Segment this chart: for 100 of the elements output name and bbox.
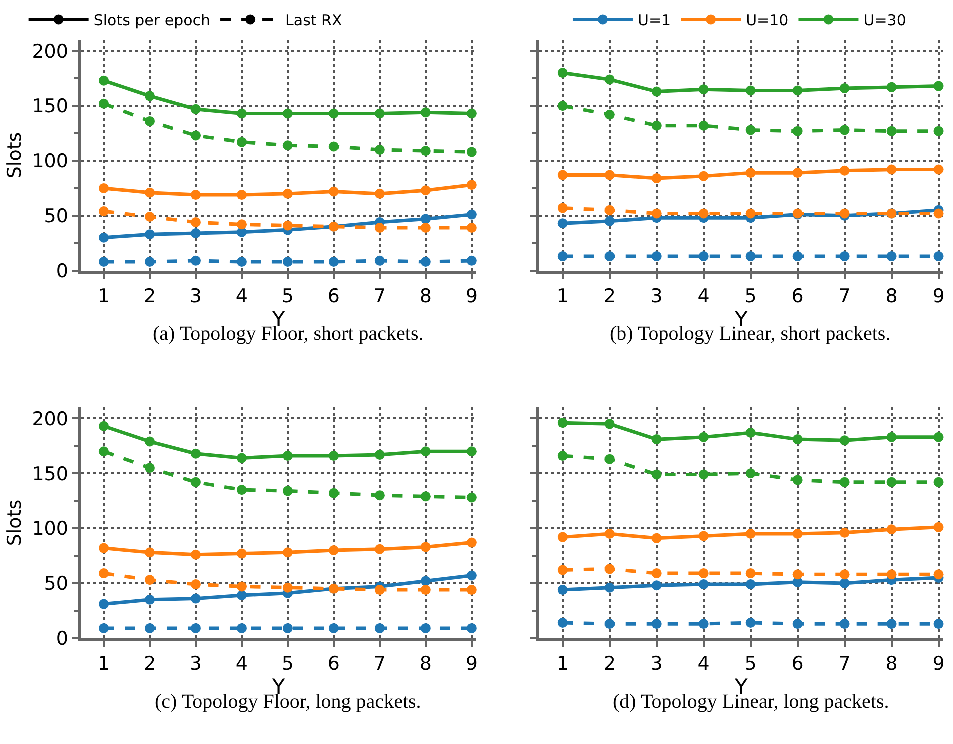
point — [652, 568, 662, 579]
point — [144, 548, 155, 558]
x-tick-label: 5 — [282, 652, 294, 675]
point — [99, 421, 109, 432]
point — [236, 257, 247, 268]
legend-label: U=30 — [864, 12, 906, 30]
point — [746, 568, 756, 579]
point — [99, 446, 109, 457]
point — [420, 222, 431, 233]
point — [374, 544, 385, 554]
point — [558, 418, 568, 428]
point — [558, 203, 568, 214]
point — [99, 257, 109, 268]
x-tick-label: 2 — [604, 652, 616, 675]
x-tick-label: 7 — [374, 285, 386, 308]
x-tick-label: 2 — [144, 652, 156, 675]
point — [558, 451, 568, 462]
point — [934, 208, 944, 219]
y-tick-label: 50 — [44, 206, 68, 228]
point — [99, 232, 109, 243]
point — [420, 585, 431, 596]
point — [886, 619, 897, 630]
point — [190, 448, 201, 459]
point — [840, 528, 850, 538]
point — [328, 186, 339, 197]
point — [604, 110, 615, 120]
point — [652, 120, 662, 131]
point — [886, 82, 897, 92]
point — [792, 475, 803, 486]
point — [652, 580, 662, 591]
point — [190, 217, 201, 228]
point — [746, 529, 756, 540]
y-axis-title: Slots — [4, 132, 26, 179]
x-tick-label: 1 — [556, 285, 569, 308]
point — [840, 619, 850, 630]
point — [840, 436, 850, 446]
point — [792, 126, 803, 136]
x-tick-label: 8 — [886, 285, 898, 308]
point — [466, 210, 477, 220]
point — [558, 532, 568, 542]
x-tick-label: 4 — [236, 285, 248, 308]
x-tick-label: 6 — [328, 652, 340, 675]
point — [652, 208, 662, 219]
point — [934, 252, 944, 262]
point — [144, 575, 155, 586]
legend-label: U=1 — [638, 12, 672, 30]
point — [746, 125, 756, 136]
point — [236, 220, 247, 230]
point — [934, 81, 944, 92]
point — [840, 570, 850, 580]
point — [190, 580, 201, 590]
point — [698, 208, 709, 219]
point — [420, 492, 431, 502]
point — [746, 428, 756, 438]
point — [934, 522, 944, 532]
point — [886, 126, 897, 136]
point — [144, 188, 155, 198]
point — [840, 83, 850, 94]
point — [466, 492, 477, 503]
point — [886, 524, 897, 535]
x-tick-label: 3 — [650, 285, 663, 308]
x-tick-label: 3 — [190, 285, 202, 308]
point — [99, 98, 109, 109]
point — [652, 86, 662, 97]
point — [604, 205, 615, 216]
x-tick-label: 2 — [604, 285, 616, 308]
point — [144, 116, 155, 126]
point — [420, 257, 431, 268]
x-tick-label: 6 — [328, 285, 340, 308]
point — [144, 212, 155, 222]
point — [328, 623, 339, 634]
point — [374, 145, 385, 155]
point — [792, 168, 803, 178]
point — [328, 108, 339, 119]
x-tick-label: 7 — [838, 652, 851, 675]
x-tick-label: 2 — [144, 285, 156, 308]
point — [420, 576, 431, 586]
x-tick-label: 1 — [98, 285, 110, 308]
point — [144, 91, 155, 102]
point — [190, 228, 201, 238]
y-tick-label: 150 — [32, 463, 68, 486]
point — [282, 188, 293, 199]
point — [374, 623, 385, 634]
point — [374, 585, 385, 596]
point — [840, 125, 850, 136]
point — [604, 564, 615, 574]
point — [282, 108, 293, 119]
point — [374, 450, 385, 460]
point — [282, 140, 293, 151]
point — [746, 86, 756, 96]
point — [466, 147, 477, 158]
point — [328, 451, 339, 462]
point — [466, 446, 477, 457]
point — [604, 582, 615, 593]
x-tick-label: 3 — [190, 652, 202, 675]
point — [236, 623, 247, 634]
point — [282, 623, 293, 634]
point — [604, 529, 615, 540]
x-tick-label: 8 — [420, 285, 432, 308]
x-tick-label: 4 — [698, 652, 710, 675]
